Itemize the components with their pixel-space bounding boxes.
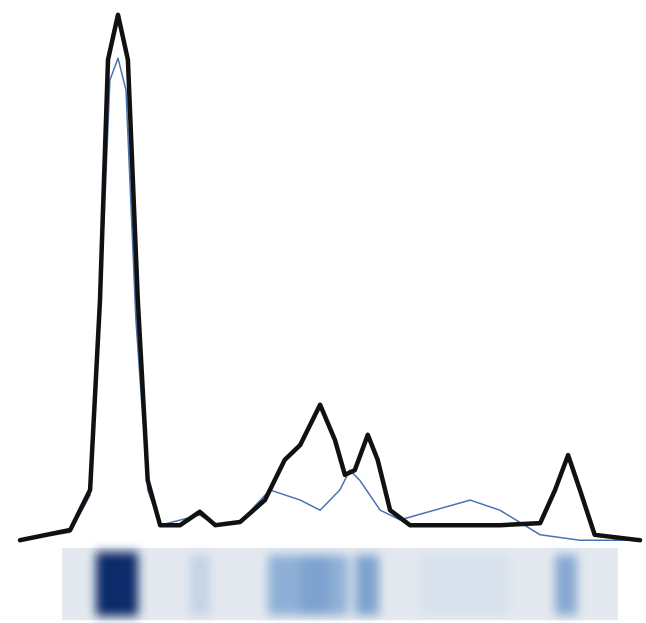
gel-band	[190, 555, 210, 615]
gel-band	[96, 552, 138, 616]
line	[20, 15, 640, 540]
chart	[0, 0, 646, 623]
gel-band	[555, 555, 577, 615]
gel-band	[355, 555, 379, 615]
line	[20, 58, 640, 540]
gel-strip	[62, 548, 618, 620]
gel-band	[300, 555, 330, 615]
gel-band	[420, 555, 510, 615]
